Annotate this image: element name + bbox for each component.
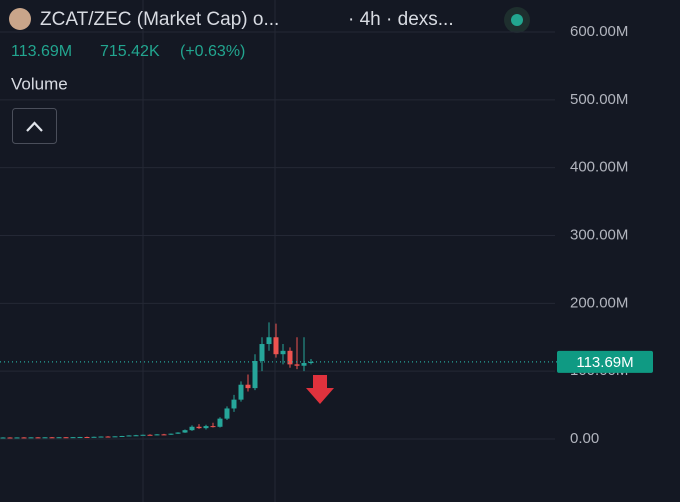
candle-body xyxy=(203,426,209,429)
candle-body xyxy=(196,426,202,429)
candle-body xyxy=(231,399,237,409)
candle-body xyxy=(42,437,48,439)
change-pct: (+0.63%) xyxy=(180,43,245,60)
candle-body xyxy=(14,437,20,439)
y-tick-label: 200.00M xyxy=(570,294,628,311)
y-tick-label: 0.00 xyxy=(570,430,599,447)
candle-body xyxy=(21,437,27,439)
y-tick-label: 500.00M xyxy=(570,91,628,108)
candle-body xyxy=(182,430,188,433)
collapse-button[interactable] xyxy=(12,108,57,144)
y-tick-label: 400.00M xyxy=(570,159,628,176)
candle-body xyxy=(252,360,258,389)
chart-subtitle: · 4h · dexs... xyxy=(348,9,454,30)
candle-body xyxy=(245,384,251,389)
y-tick-label: 600.00M xyxy=(570,23,628,40)
candle-body xyxy=(70,437,76,439)
candle-body xyxy=(7,437,13,439)
candle-body xyxy=(84,437,90,439)
chart-title: ZCAT/ZEC (Market Cap) o... xyxy=(40,9,279,30)
candle-body xyxy=(91,436,97,438)
last-value: 113.69M xyxy=(11,43,72,60)
candle-body xyxy=(28,437,34,439)
candle-body xyxy=(189,426,195,431)
plot xyxy=(0,31,555,440)
candle-body xyxy=(0,437,6,439)
candle-body xyxy=(308,361,314,364)
candle-body xyxy=(287,350,293,365)
candle-body xyxy=(140,434,146,436)
y-tick-label: 300.00M xyxy=(570,226,628,243)
candle-body xyxy=(49,437,55,439)
indicator: Volume xyxy=(11,74,68,93)
candle-body xyxy=(105,436,111,438)
candle-body xyxy=(273,337,279,355)
candle-body xyxy=(217,418,223,427)
candle-body xyxy=(98,436,104,438)
candle-body xyxy=(294,364,300,366)
last-price-tag xyxy=(557,350,653,373)
candle-body xyxy=(259,344,265,361)
candle-body xyxy=(63,437,69,439)
candle-body xyxy=(147,434,153,436)
candle-body xyxy=(133,435,139,437)
candle-body xyxy=(175,432,181,434)
logo xyxy=(9,8,31,30)
candle-body xyxy=(77,437,83,439)
candle-body xyxy=(280,350,286,355)
candle-body xyxy=(35,437,41,439)
last-price-label: 113.69M xyxy=(576,354,633,371)
candle-body xyxy=(238,384,244,400)
candle-body xyxy=(161,434,167,436)
candle-body xyxy=(56,437,62,439)
candle-body xyxy=(168,433,174,435)
change: 715.42K xyxy=(100,43,160,60)
candle-body xyxy=(210,426,216,428)
candle-body xyxy=(126,435,132,437)
candle-body xyxy=(112,436,118,438)
candle-body xyxy=(119,436,125,438)
candle-body xyxy=(266,337,272,345)
candle-body xyxy=(301,363,307,366)
candle-body xyxy=(224,408,230,419)
collapse-icon xyxy=(26,121,43,132)
down-arrow xyxy=(306,375,334,404)
candle-body xyxy=(154,434,160,436)
status-dot xyxy=(511,14,523,26)
